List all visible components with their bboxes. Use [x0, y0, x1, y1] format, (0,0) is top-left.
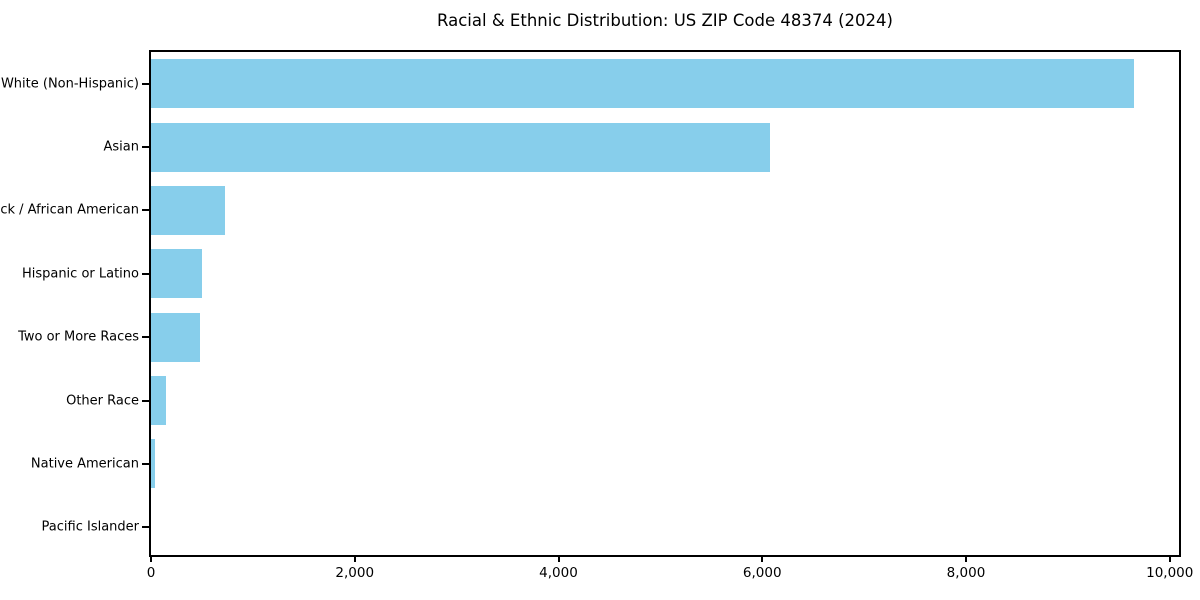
y-tick-label-asian: Asian	[103, 139, 139, 155]
bar-row-white-non-hispanic: 9650	[151, 52, 1179, 115]
y-tick-white-non-hispanic	[142, 82, 149, 85]
y-tick-label-white-non-hispanic: White (Non-Hispanic)	[0, 76, 139, 92]
x-tick-10000	[1168, 555, 1171, 562]
y-tick-label-two-or-more-races: Two or More Races	[18, 329, 139, 345]
plot-area: 9650 White (Non-Hispanic) 6080 Asian 730 Blac…	[0, 50, 1193, 581]
y-tick-label-pacific-islander: Pacific Islander	[41, 519, 139, 535]
y-tick-other-race	[142, 399, 149, 402]
y-tick-pacific-islander	[142, 526, 149, 529]
chart-title: Racial & Ethnic Distribution: US ZIP Cod…	[437, 11, 893, 30]
y-tick-two-or-more-races	[142, 336, 149, 339]
y-tick-hispanic-or-latino	[142, 272, 149, 275]
bar-black-african-american: 730	[151, 185, 226, 235]
bar-row-other-race: 150	[151, 369, 1179, 432]
y-tick-asian	[142, 146, 149, 149]
x-tick-0	[150, 555, 152, 562]
y-tick-native-american	[142, 462, 149, 465]
bar-row-asian: 6080	[151, 115, 1179, 178]
bar-hispanic-or-latino: 500	[151, 249, 202, 299]
x-tick-label-8000: 8,000	[946, 565, 986, 581]
x-tick-label-10000: 10,000	[1146, 565, 1194, 581]
x-tick-label-2000: 2,000	[335, 565, 375, 581]
x-tick-label-6000: 6,000	[742, 565, 782, 581]
bar-row-hispanic-or-latino: 500	[151, 242, 1179, 305]
bar-row-black-african-american: 730	[151, 179, 1179, 242]
y-tick-label-native-american: Native American	[30, 456, 139, 472]
bar-row-pacific-islander: 0	[151, 496, 1179, 559]
x-tick-label-0: 0	[146, 565, 156, 581]
bar-row-native-american: 40	[151, 432, 1179, 495]
y-tick-label-black-african-american: Black / African American	[0, 202, 139, 218]
bar-two-or-more-races: 480	[151, 312, 200, 362]
bar-asian: 6080	[151, 122, 771, 172]
bar-native-american: 40	[151, 439, 156, 489]
bar-row-two-or-more-races: 480	[151, 306, 1179, 369]
y-tick-label-other-race: Other Race	[66, 393, 139, 409]
y-tick-label-hispanic-or-latino: Hispanic or Latino	[21, 266, 139, 282]
x-tick-label-4000: 4,000	[539, 565, 578, 581]
y-tick-black-african-american	[142, 209, 149, 212]
x-tick-2000	[353, 555, 356, 562]
bar-other-race: 150	[151, 376, 167, 426]
x-tick-6000	[761, 555, 764, 562]
x-tick-8000	[965, 555, 967, 562]
bar-white-non-hispanic: 9650	[151, 59, 1135, 109]
x-tick-4000	[557, 555, 560, 562]
